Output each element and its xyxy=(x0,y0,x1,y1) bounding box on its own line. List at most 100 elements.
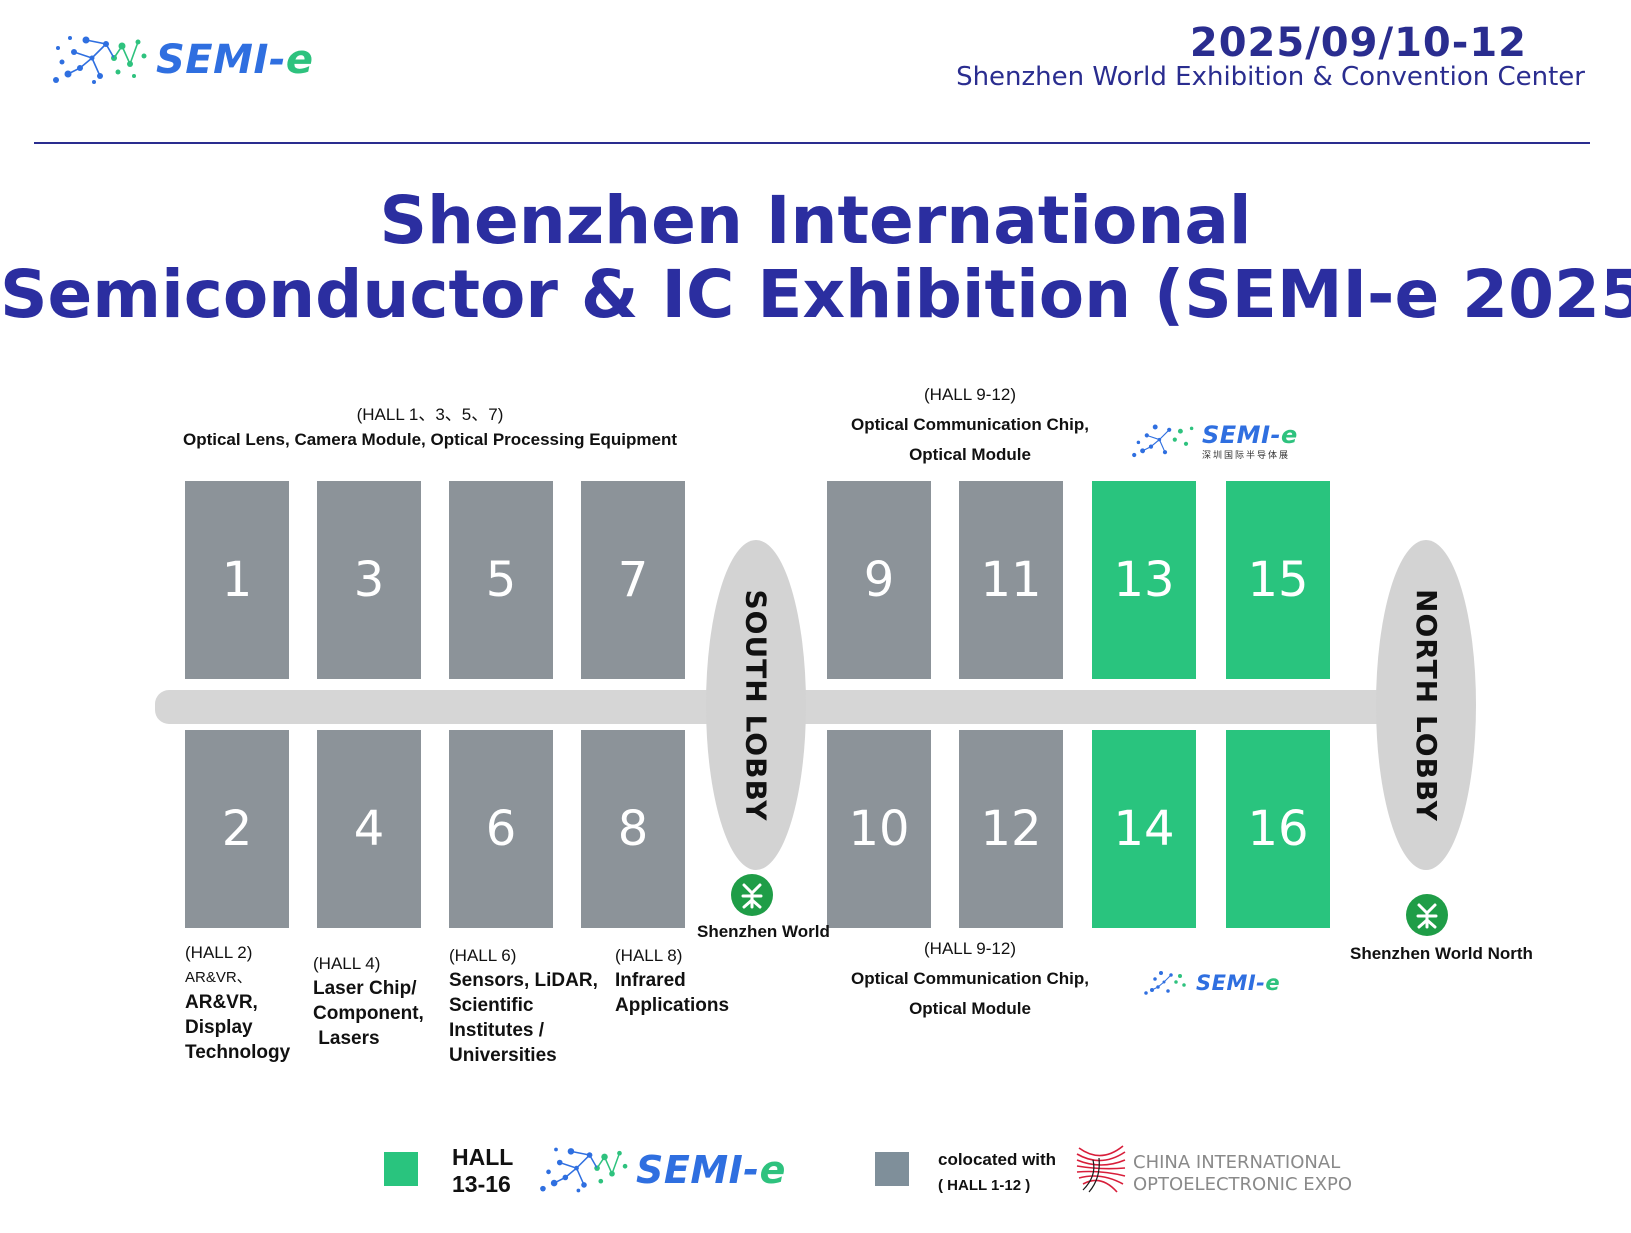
ccoe-name-line-2: OPTOELECTRONIC EXPO xyxy=(1133,1174,1352,1195)
hall-1[interactable]: 1 xyxy=(185,481,289,679)
legend-semi-e-logo: SEMI-e xyxy=(536,1142,786,1198)
hall-7[interactable]: 7 xyxy=(581,481,685,679)
hall-11[interactable]: 11 xyxy=(959,481,1063,679)
label-hall-8-desc-2: Applications xyxy=(615,995,730,1016)
label-hall-2-sub: AR&VR、 xyxy=(185,969,252,986)
label-hall-6-desc-3: Institutes / xyxy=(449,1020,545,1041)
hall-13[interactable]: 13 xyxy=(1092,481,1196,679)
hall-16[interactable]: 16 xyxy=(1226,730,1330,928)
shenzhen-metro-icon xyxy=(731,874,773,916)
label-hall-4-desc-2: Component, xyxy=(313,1003,424,1024)
label-hall-4-number: (HALL 4) xyxy=(313,954,381,973)
semi-e-dots-logo-icon xyxy=(53,36,147,84)
hall-4[interactable]: 4 xyxy=(317,730,421,928)
semi-e-logo-halls-13-15: SEMI-e 深圳国际半导体展 xyxy=(1130,420,1298,462)
label-hall-2-number: (HALL 2) xyxy=(185,943,253,962)
label-hall-4-desc-1: Laser Chip/ xyxy=(313,978,417,999)
hall-12[interactable]: 12 xyxy=(959,730,1063,928)
legend-gray-swatch xyxy=(875,1152,909,1186)
hall-13-number: 13 xyxy=(1113,552,1175,608)
hall-5[interactable]: 5 xyxy=(449,481,553,679)
label-hall-4: (HALL 4) Laser Chip/ Component, Lasers xyxy=(313,951,424,1051)
label-halls-9-12-bottom: (HALL 9-12) Optical Communication Chip, … xyxy=(820,934,1120,1024)
station-shenzhen-world-north: Shenzhen World North xyxy=(1350,944,1533,963)
station-shenzhen-world: Shenzhen World xyxy=(697,922,830,941)
label-hall-2: (HALL 2) AR&VR、 AR&VR, Display Technolog… xyxy=(185,940,290,1065)
hall-3-number: 3 xyxy=(353,552,385,608)
hall-12-number: 12 xyxy=(980,801,1042,857)
page-title-line2: Semiconductor & IC Exhibition (SEMI-e 20… xyxy=(0,256,1631,333)
legend-gray-label: colocated with ( HALL 1-12 ) xyxy=(938,1147,1056,1199)
hall-15-number: 15 xyxy=(1247,552,1309,608)
legend-gray-label-2: ( HALL 1-12 ) xyxy=(938,1177,1031,1194)
label-halls-1-3-5-7-number: (HALL 1、3、5、7) xyxy=(356,405,504,424)
shenzhen-metro-icon xyxy=(1406,894,1448,936)
event-venue: Shenzhen World Exhibition & Convention C… xyxy=(956,62,1585,92)
label-hall-6: (HALL 6) Sensors, LiDAR, Scientific Inst… xyxy=(449,943,598,1068)
logo-small-text-semi: SEMI- xyxy=(1202,420,1281,449)
label-hall-8-desc-1: Infrared xyxy=(615,970,686,991)
hall-6-number: 6 xyxy=(485,801,517,857)
north-lobby[interactable]: NORTH LOBBY xyxy=(1376,540,1476,870)
legend-gray-label-1: colocated with xyxy=(938,1150,1057,1169)
legend-logo-text-e: e xyxy=(759,1148,786,1192)
header-divider xyxy=(34,142,1590,144)
hall-10[interactable]: 10 xyxy=(827,730,931,928)
hall-3[interactable]: 3 xyxy=(317,481,421,679)
semi-e-dots-logo-icon xyxy=(1144,971,1186,995)
event-date: 2025/09/10-12 xyxy=(1189,20,1527,66)
label-halls-9-12-top-desc1: Optical Communication Chip, xyxy=(850,415,1089,434)
logo-text-e: e xyxy=(285,37,314,83)
hall-2[interactable]: 2 xyxy=(185,730,289,928)
hall-5-number: 5 xyxy=(485,552,517,608)
label-hall-4-desc-3: Lasers xyxy=(313,1028,380,1049)
legend-logo-text-semi: SEMI- xyxy=(636,1148,760,1192)
south-lobby[interactable]: SOUTH LOBBY xyxy=(706,540,806,870)
ccoe-name-line-1: CHINA INTERNATIONAL xyxy=(1133,1152,1341,1173)
legend-green-swatch xyxy=(384,1152,418,1186)
logo-text-semi: SEMI- xyxy=(156,37,286,83)
south-lobby-label: SOUTH LOBBY xyxy=(739,588,773,822)
logo-tiny-text-e: e xyxy=(1265,971,1281,995)
label-halls-9-12-bottom-desc2: Optical Module xyxy=(909,999,1031,1018)
logo-small-cn-text: 深圳国际半导体展 xyxy=(1202,449,1291,460)
label-hall-6-desc-4: Universities xyxy=(449,1045,557,1066)
hall-8[interactable]: 8 xyxy=(581,730,685,928)
ccoe-fan-logo-icon xyxy=(1073,1140,1129,1196)
hall-14-number: 14 xyxy=(1113,801,1175,857)
hall-14[interactable]: 14 xyxy=(1092,730,1196,928)
semi-e-dots-logo-icon xyxy=(540,1147,628,1193)
label-hall-6-desc-1: Sensors, LiDAR, xyxy=(449,970,598,991)
north-lobby-label: NORTH LOBBY xyxy=(1409,588,1443,822)
label-hall-2-desc-1: AR&VR, xyxy=(185,992,258,1013)
hall-11-number: 11 xyxy=(980,552,1042,608)
label-hall-2-desc-3: Technology xyxy=(185,1042,291,1063)
logo-small-text-e: e xyxy=(1280,420,1298,449)
semi-e-dots-logo-icon xyxy=(1132,424,1194,458)
logo-tiny-text-semi: SEMI- xyxy=(1196,971,1266,995)
label-halls-9-12-top-desc2: Optical Module xyxy=(909,445,1031,464)
label-halls-9-12-bottom-number: (HALL 9-12) xyxy=(924,939,1016,958)
ccoe-name: CHINA INTERNATIONAL OPTOELECTRONIC EXPO xyxy=(1133,1152,1352,1196)
hall-7-number: 7 xyxy=(617,552,649,608)
legend-green-label: HALL 13-16 xyxy=(452,1144,513,1198)
hall-6[interactable]: 6 xyxy=(449,730,553,928)
label-halls-1-3-5-7-desc: Optical Lens, Camera Module, Optical Pro… xyxy=(182,430,678,449)
hall-9[interactable]: 9 xyxy=(827,481,931,679)
label-hall-6-desc-2: Scientific xyxy=(449,995,534,1016)
header-semi-e-logo: SEMI-e xyxy=(50,30,314,90)
label-hall-8-number: (HALL 8) xyxy=(615,946,683,965)
legend-green-label-2: 13-16 xyxy=(452,1171,511,1197)
hall-16-number: 16 xyxy=(1247,801,1309,857)
label-halls-1-3-5-7: (HALL 1、3、5、7) Optical Lens, Camera Modu… xyxy=(180,402,680,452)
label-halls-9-12-top-number: (HALL 9-12) xyxy=(924,385,1016,404)
hall-1-number: 1 xyxy=(221,552,253,608)
label-halls-9-12-bottom-desc1: Optical Communication Chip, xyxy=(850,969,1089,988)
hall-10-number: 10 xyxy=(848,801,910,857)
hall-2-number: 2 xyxy=(221,801,253,857)
hall-8-number: 8 xyxy=(617,801,649,857)
semi-e-logo-halls-14-16: SEMI-e xyxy=(1142,968,1280,998)
hall-4-number: 4 xyxy=(353,801,385,857)
label-halls-9-12-top: (HALL 9-12) Optical Communication Chip, … xyxy=(820,380,1120,470)
hall-15[interactable]: 15 xyxy=(1226,481,1330,679)
